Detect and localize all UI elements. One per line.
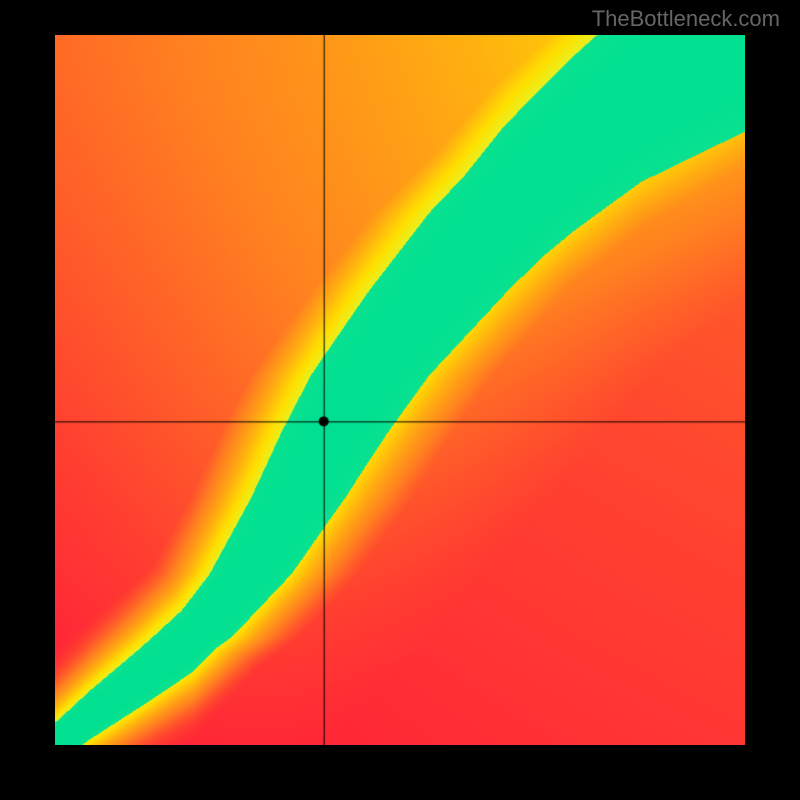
heatmap-plot: [55, 35, 745, 745]
chart-container: TheBottleneck.com: [0, 0, 800, 800]
heatmap-canvas: [55, 35, 745, 745]
watermark-text: TheBottleneck.com: [592, 6, 780, 32]
